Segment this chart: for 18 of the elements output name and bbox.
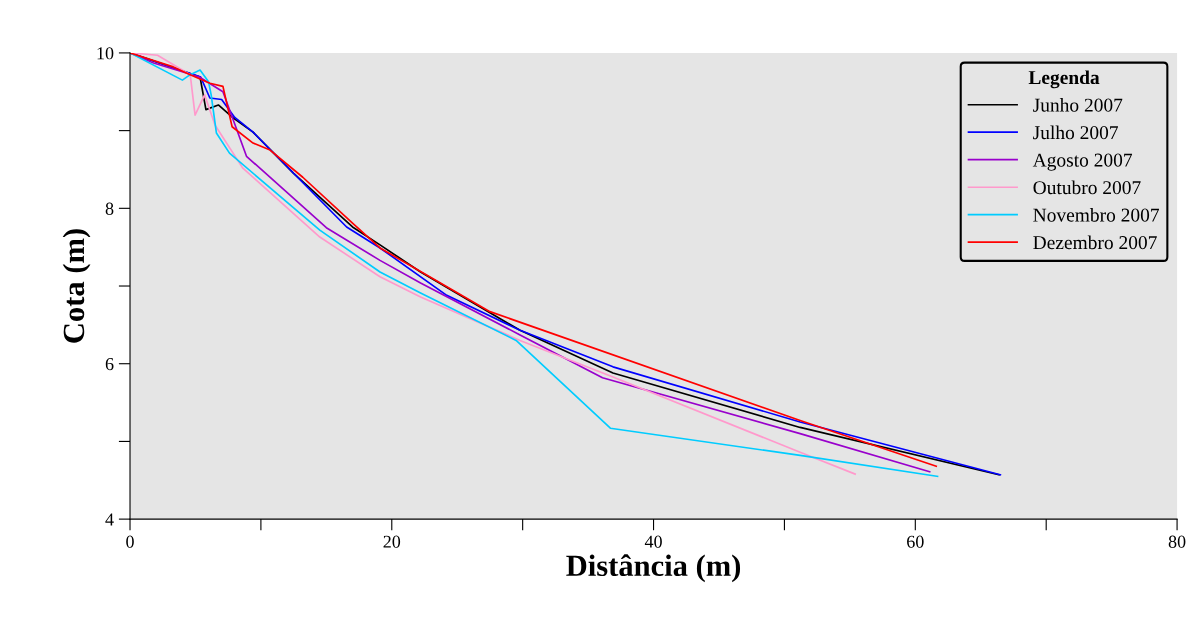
legend-label: Novembro 2007 [1033, 208, 1160, 222]
legend-title: Legenda [1028, 70, 1100, 89]
legend-label: Dezembro 2007 [1033, 235, 1157, 250]
legend-label: Julho 2007 [1033, 125, 1118, 140]
legend-label: Junho 2007 [1033, 98, 1123, 112]
y-tick-label: 10 [97, 47, 114, 60]
x-tick-label: 60 [907, 535, 924, 548]
legend-label: Agosto 2007 [1032, 153, 1133, 171]
x-tick-label: 0 [126, 535, 134, 548]
y-axis-title: Cota (m) [62, 229, 91, 343]
legend-label: Outubro 2007 [1033, 180, 1141, 195]
y-tick-label: 8 [105, 202, 114, 215]
y-tick-label: 4 [105, 513, 114, 526]
x-tick-label: 80 [1168, 535, 1186, 548]
x-tick-label: 20 [383, 535, 401, 548]
x-axis-title: Distância (m) [566, 554, 741, 583]
y-tick-label: 6 [105, 358, 114, 371]
x-tick-label: 40 [644, 535, 662, 548]
